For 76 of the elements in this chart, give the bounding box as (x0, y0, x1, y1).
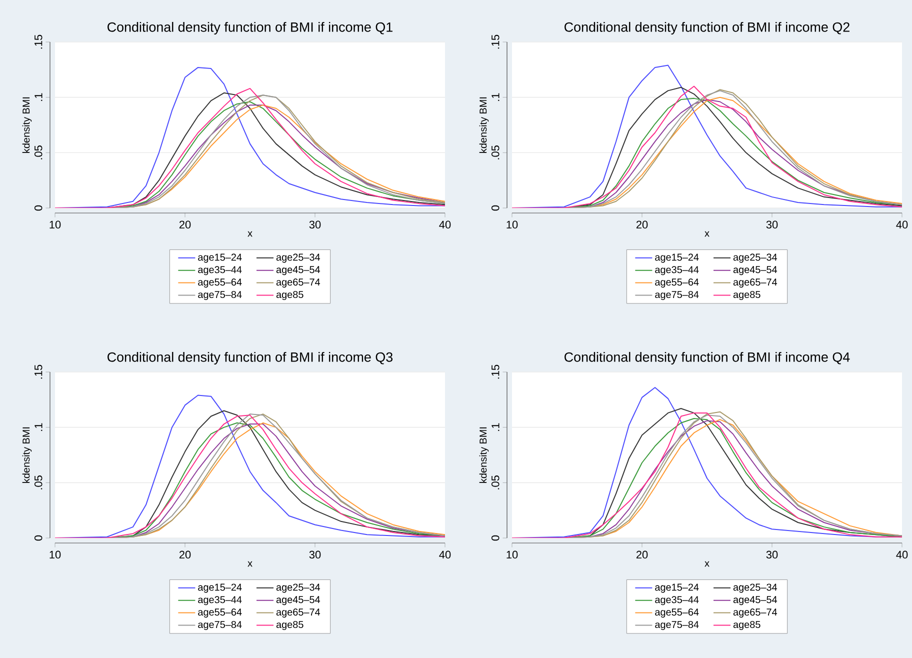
legend-label: age45–54 (733, 596, 778, 606)
y-tick-label: 0 (34, 535, 42, 541)
x-tick-label: 20 (636, 220, 648, 229)
y-tick-label: .15 (34, 364, 42, 379)
x-tick-label: 40 (896, 550, 908, 559)
y-tick-label: .1 (34, 93, 42, 101)
x-tick-label: 30 (766, 220, 778, 229)
y-axis-title: kdensity BMI (22, 427, 32, 483)
y-tick-label: 0 (491, 535, 500, 541)
chart-title: Conditional density function of BMI if income Q4 (564, 352, 850, 365)
legend-label: age55–64 (655, 278, 699, 288)
y-tick-label: 0 (34, 205, 42, 211)
chart-title: Conditional density function of BMI if income Q1 (108, 22, 392, 34)
x-tick-label: 40 (896, 220, 908, 229)
legend-label: age15–24 (655, 254, 699, 263)
legend-label: age85 (733, 620, 760, 630)
legend-label: age55–64 (655, 608, 699, 618)
legend-label: age15–24 (655, 584, 699, 593)
legend-label: age65–74 (276, 278, 320, 288)
x-tick-label: 30 (309, 220, 321, 229)
legend-label: age75–84 (198, 620, 242, 630)
legend-label: age35–44 (198, 266, 242, 276)
x-axis-title: x (704, 231, 710, 237)
legend-label: age65–74 (733, 608, 778, 618)
y-tick-label: .15 (34, 34, 42, 49)
x-tick-label: 10 (506, 220, 518, 229)
legend-label: age25–34 (733, 254, 778, 263)
legend-label: age85 (733, 290, 760, 300)
y-tick-label: .1 (492, 93, 500, 101)
chart-title: Conditional density function of BMI if income Q2 (564, 22, 850, 34)
legend-label: age25–34 (733, 584, 778, 593)
x-axis-title: x (248, 561, 252, 567)
x-tick-label: 40 (439, 220, 451, 229)
legend-label: age55–64 (198, 278, 242, 288)
y-tick-label: .1 (34, 423, 42, 431)
x-tick-label: 20 (636, 550, 648, 559)
x-tick-label: 10 (50, 220, 61, 229)
legend-label: age35–44 (655, 266, 699, 276)
legend-label: age35–44 (655, 596, 699, 606)
x-tick-label: 30 (309, 550, 321, 559)
x-tick-label: 20 (179, 550, 191, 559)
y-tick-label: .15 (492, 34, 500, 49)
legend-label: age25–34 (276, 254, 320, 263)
y-tick-label: .05 (34, 476, 42, 490)
x-tick-label: 30 (766, 550, 778, 559)
y-tick-label: .05 (34, 146, 42, 160)
legend-label: age45–54 (733, 266, 778, 276)
legend-label: age85 (276, 620, 304, 630)
y-axis-title: kdensity BMI (479, 97, 489, 153)
y-tick-label: .05 (491, 476, 500, 490)
x-tick-label: 40 (439, 550, 451, 559)
x-tick-label: 20 (179, 220, 191, 229)
chart-title: Conditional density function of BMI if income Q3 (108, 352, 393, 365)
legend-label: age75–84 (198, 290, 242, 300)
legend-label: age75–84 (655, 620, 699, 630)
x-axis-title: x (248, 231, 252, 237)
y-tick-label: 0 (491, 205, 500, 211)
x-axis-title: x (704, 561, 710, 567)
y-tick-label: .1 (492, 423, 500, 431)
y-axis-title: kdensity BMI (479, 427, 489, 483)
legend-label: age75–84 (655, 290, 699, 300)
legend-label: age65–74 (276, 608, 320, 618)
y-tick-label: .05 (491, 146, 500, 160)
legend-label: age45–54 (276, 596, 320, 606)
x-tick-label: 10 (50, 550, 61, 559)
x-tick-label: 10 (506, 550, 518, 559)
legend-label: age25–34 (276, 584, 320, 593)
legend-label: age45–54 (276, 266, 320, 276)
legend-label: age55–64 (198, 608, 242, 618)
legend-label: age65–74 (733, 278, 778, 288)
y-tick-label: .15 (492, 364, 500, 379)
legend-label: age85 (276, 290, 304, 300)
y-axis-title: kdensity BMI (22, 97, 32, 153)
legend-label: age35–44 (198, 596, 242, 606)
legend-label: age15–24 (198, 584, 242, 593)
legend-label: age15–24 (198, 254, 242, 263)
